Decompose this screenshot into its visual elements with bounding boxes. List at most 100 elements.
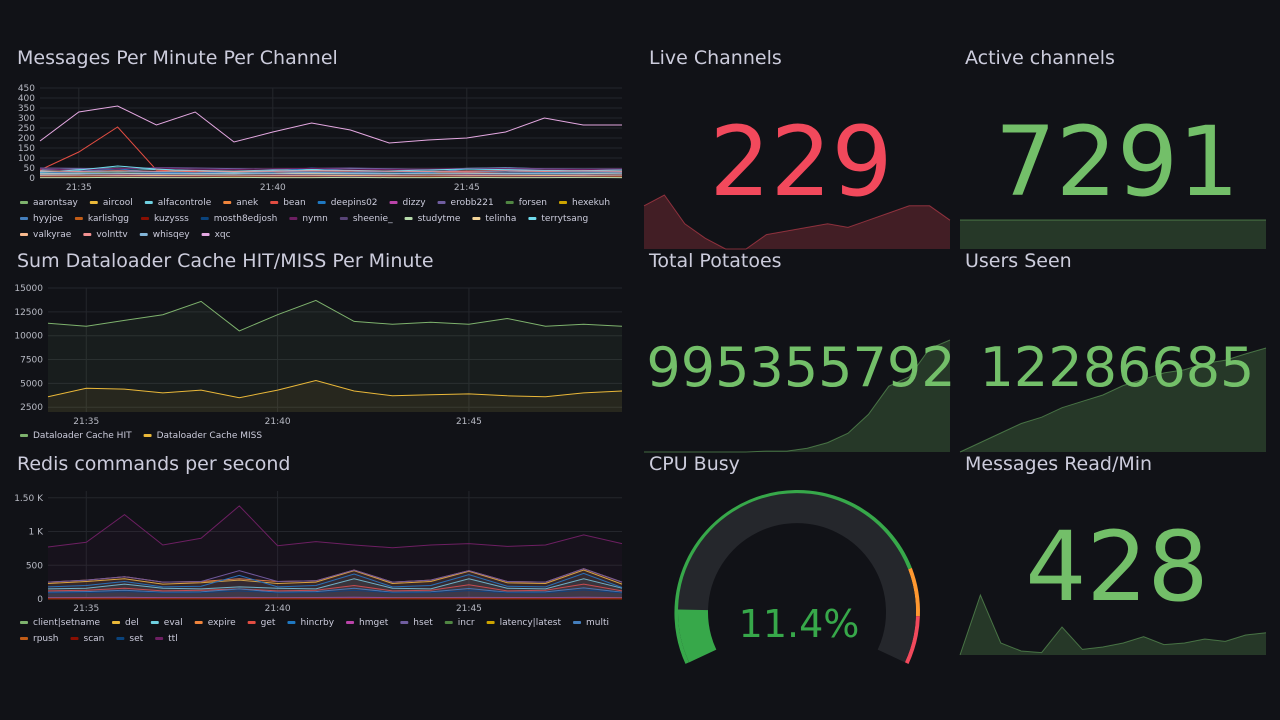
gauge-track [678,493,916,663]
legend-item: valkyrae [20,230,72,240]
sparkline-area [960,595,1266,655]
threshold-band [904,616,920,664]
y-tick-label: 250 [18,124,35,134]
threshold-band [908,567,920,617]
legend-label: kuzysss [154,214,189,224]
stat-value: 7291 [995,106,1239,218]
x-tick-label: 21:35 [73,604,99,614]
legend-item: volnttv [83,230,128,240]
legend-label: telinha [485,214,516,224]
y-tick-label: 150 [18,144,35,154]
legend-label: hincrby [300,618,334,628]
threshold-band [674,489,912,664]
y-tick-label: 7500 [20,356,43,366]
series-line [47,583,623,592]
legend-swatch [437,201,446,204]
y-tick-label: 200 [18,134,35,144]
legend-item: dizzy [389,198,426,208]
legend-swatch [20,621,28,624]
legend-label: valkyrae [33,230,72,240]
legend-label: whisqey [153,230,191,240]
legend-label: terrytsang [541,214,588,224]
legend-item: whisqey [139,230,191,240]
y-tick-label: 10000 [14,332,43,342]
legend-label: bean [283,198,305,208]
legend-item: multi [573,618,609,628]
legend-swatch [20,233,28,236]
legend-swatch [389,201,398,204]
panel-title: Users Seen [965,250,1072,272]
series-area [48,505,622,599]
series-area [48,589,622,599]
y-tick-label: 5000 [20,379,43,389]
legend-label: hmget [359,618,389,628]
legend-swatch [143,434,152,437]
legend-swatch [20,434,28,437]
legend-swatch [573,621,582,624]
legend-item: forsen [505,198,547,208]
legend-item: incr [444,618,475,628]
legend-label: scan [84,634,105,644]
legend-label: xqc [215,230,231,240]
legend-swatch [112,621,121,624]
legend-swatch [247,621,256,624]
legend-swatch [505,201,514,204]
series-area [48,300,622,412]
panel-title: Total Potatoes [648,250,782,272]
legend-item: hexekuh [559,198,610,208]
legend-swatch [89,201,98,204]
legend-label: client|setname [33,618,100,628]
series-area [48,578,622,599]
legend-swatch [559,201,568,204]
legend-label: forsen [519,198,547,208]
y-tick-label: 400 [18,94,35,104]
x-tick-label: 21:35 [66,183,92,193]
legend-label: studytme [418,214,461,224]
legend-label: multi [586,618,609,628]
legend-swatch [150,621,159,624]
legend-item: eval [150,618,183,628]
sparkline-line [644,339,951,453]
legend-swatch [528,217,537,220]
legend-label: latency|latest [500,618,562,628]
legend-swatch [83,233,92,236]
panel-title: Sum Dataloader Cache HIT/MISS Per Minute [17,250,434,272]
legend-item: deepins02 [317,198,378,208]
legend-swatch [74,217,83,220]
gauge-label: 11.4% [739,602,860,646]
panel-title: Messages Read/Min [965,453,1152,475]
legend-item: client|setname [20,618,100,628]
legend-swatch [20,217,28,220]
legend-label: incr [458,618,475,628]
series-line [47,505,623,549]
legend-label: volnttv [96,230,128,240]
legend-label: get [261,618,276,628]
legend-swatch [200,217,209,220]
legend-item: hset [400,618,433,628]
legend-swatch [287,621,296,624]
legend-item: hincrby [287,618,335,628]
y-tick-label: 450 [18,84,35,94]
y-tick-label: 100 [18,154,35,164]
legend-item: karlishgg [74,214,129,224]
legend-item: ttl [155,634,178,644]
series-line [47,568,623,583]
series-line [39,170,623,174]
series-line [39,165,623,173]
legend-item: nymn [289,214,328,224]
legend-item: del [112,618,139,628]
sparkline-area [960,348,1266,452]
x-tick-label: 21:40 [265,417,291,427]
legend-item: hmget [346,618,389,628]
stat-value: 428 [1025,511,1208,623]
stat-value: 12286685 [980,336,1255,399]
series-line [39,167,623,171]
legend-item: hyyjoe [20,214,63,224]
legend-item: sheenie_ [339,214,393,224]
series-area [48,380,622,412]
legend-label: ttl [168,634,178,644]
legend-swatch [20,637,28,640]
legend-swatch [339,217,348,220]
legend-label: aarontsay [33,198,78,208]
y-tick-label: 2500 [20,403,43,413]
